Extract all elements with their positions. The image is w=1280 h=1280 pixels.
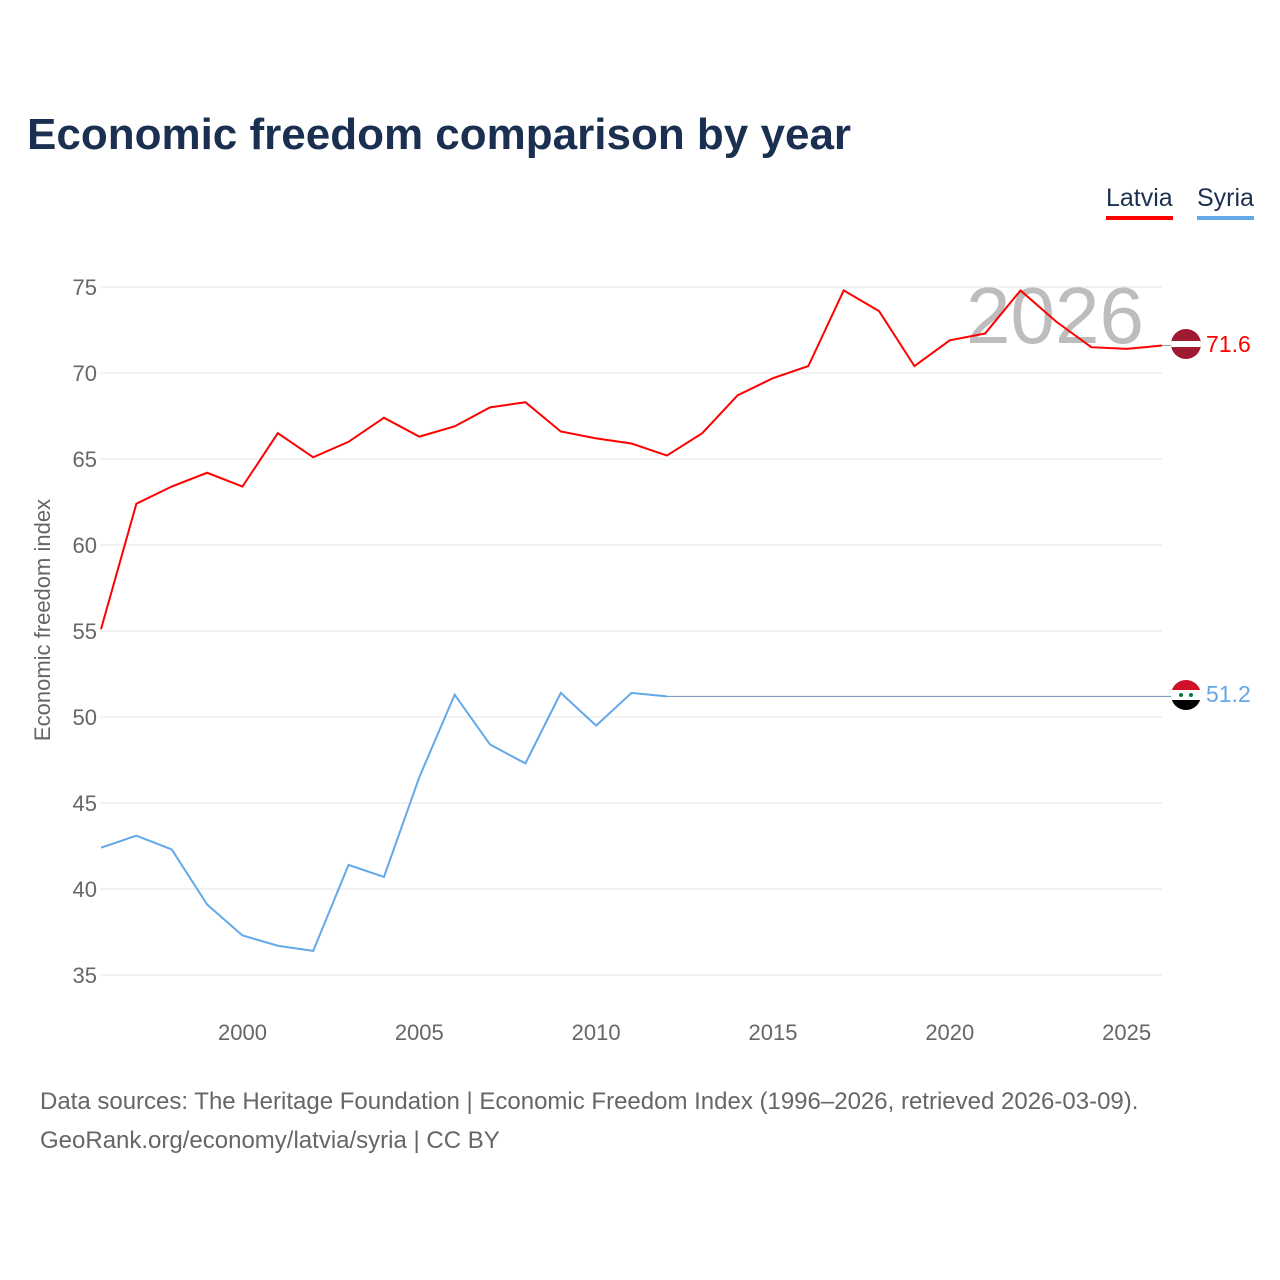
y-tick-label: 70 (73, 361, 97, 386)
series-line-latvia (100, 289, 1163, 630)
legend-latvia[interactable]: Latvia (1106, 184, 1173, 220)
y-tick-label: 45 (73, 791, 97, 816)
series-line-syria (100, 691, 667, 953)
x-tick-label: 2000 (218, 1020, 267, 1045)
source-text: Data sources: The Heritage Foundation | … (40, 1088, 1139, 1115)
source-link[interactable]: GeoRank.org/economy/latvia/syria | CC BY (40, 1127, 500, 1154)
flag-latvia-icon (1171, 329, 1201, 359)
x-tick-label: 2015 (748, 1020, 797, 1045)
y-axis-label: Economic freedom index (30, 499, 55, 741)
chart-title: Economic freedom comparison by year (27, 110, 852, 159)
x-tick-label: 2005 (395, 1020, 444, 1045)
legend-syria[interactable]: Syria (1197, 184, 1254, 220)
x-tick-label: 2010 (572, 1020, 621, 1045)
y-tick-label: 60 (73, 533, 97, 558)
y-tick-label: 65 (73, 447, 97, 472)
y-tick-label: 75 (73, 275, 97, 300)
flag-syria-icon (1171, 680, 1201, 710)
y-tick-label: 40 (73, 877, 97, 902)
x-tick-label: 2020 (925, 1020, 974, 1045)
x-tick-label: 2025 (1102, 1020, 1151, 1045)
y-tick-label: 50 (73, 705, 97, 730)
end-label-latvia: 71.6 (1206, 331, 1251, 357)
y-tick-label: 35 (73, 963, 97, 988)
year-watermark: 2026 (966, 271, 1144, 360)
y-tick-label: 55 (73, 619, 97, 644)
end-label-syria: 51.2 (1206, 681, 1251, 707)
